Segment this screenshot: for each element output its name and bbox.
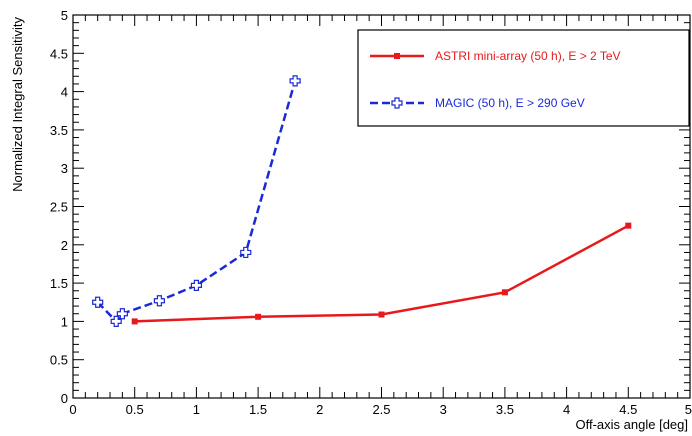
tick-labels: 0 0.5 1 1.5 2 2.5 3 3.5 4 4.5 5 0 0.5 1 1.5 2 2.5 3 3.5 4 4.… (50, 8, 692, 417)
data-point (190, 279, 202, 291)
legend-label-astri: ASTRI mini-array (50 h), E > 2 TeV (435, 49, 621, 63)
data-point (501, 289, 508, 296)
data-point (92, 296, 104, 308)
y-tick-label: 0 (61, 391, 68, 406)
legend-marker-magic (391, 97, 403, 109)
x-tick-label: 0 (69, 402, 76, 417)
x-tick-label: 1.5 (249, 402, 267, 417)
legend-label-magic: MAGIC (50 h), E > 290 GeV (435, 96, 585, 110)
data-point (153, 295, 165, 307)
y-tick-label: 1 (61, 314, 68, 329)
axis-ticks (72, 14, 691, 399)
legend-marker-astri (394, 53, 400, 59)
y-tick-label: 2 (61, 238, 68, 253)
series-layer (92, 75, 632, 327)
x-axis-title: Off-axis angle [deg] (576, 417, 689, 432)
y-tick-label: 4 (61, 85, 68, 100)
data-point (625, 222, 632, 229)
x-tick-label: 1 (193, 402, 200, 417)
data-point (131, 318, 138, 325)
data-point (240, 246, 252, 259)
x-tick-label: 0.5 (126, 402, 144, 417)
plot-frame (72, 14, 691, 399)
x-tick-label: 3 (440, 402, 447, 417)
data-point (378, 311, 385, 318)
x-tick-label: 5 (685, 402, 692, 417)
y-tick-label: 0.5 (50, 353, 68, 368)
y-tick-label: 1.5 (50, 276, 68, 291)
x-tick-label: 4.5 (619, 402, 637, 417)
data-point (116, 308, 128, 320)
legend-box (357, 29, 690, 127)
x-tick-label: 2 (316, 402, 323, 417)
y-tick-label: 3.5 (50, 123, 68, 138)
data-point (255, 313, 262, 320)
legend: ASTRI mini-array (50 h), E > 2 TeV MAGIC… (357, 29, 690, 127)
x-tick-label: 3.5 (496, 402, 514, 417)
x-tick-label: 4 (563, 402, 570, 417)
y-tick-label: 2.5 (50, 200, 68, 215)
y-tick-label: 3 (61, 161, 68, 176)
y-axis-title: Normalized Integral Sensitivity (10, 17, 25, 192)
x-tick-label: 2.5 (372, 402, 390, 417)
y-tick-label: 5 (61, 8, 68, 23)
data-point (110, 315, 122, 327)
data-point (289, 75, 301, 87)
y-tick-label: 4.5 (50, 46, 68, 61)
